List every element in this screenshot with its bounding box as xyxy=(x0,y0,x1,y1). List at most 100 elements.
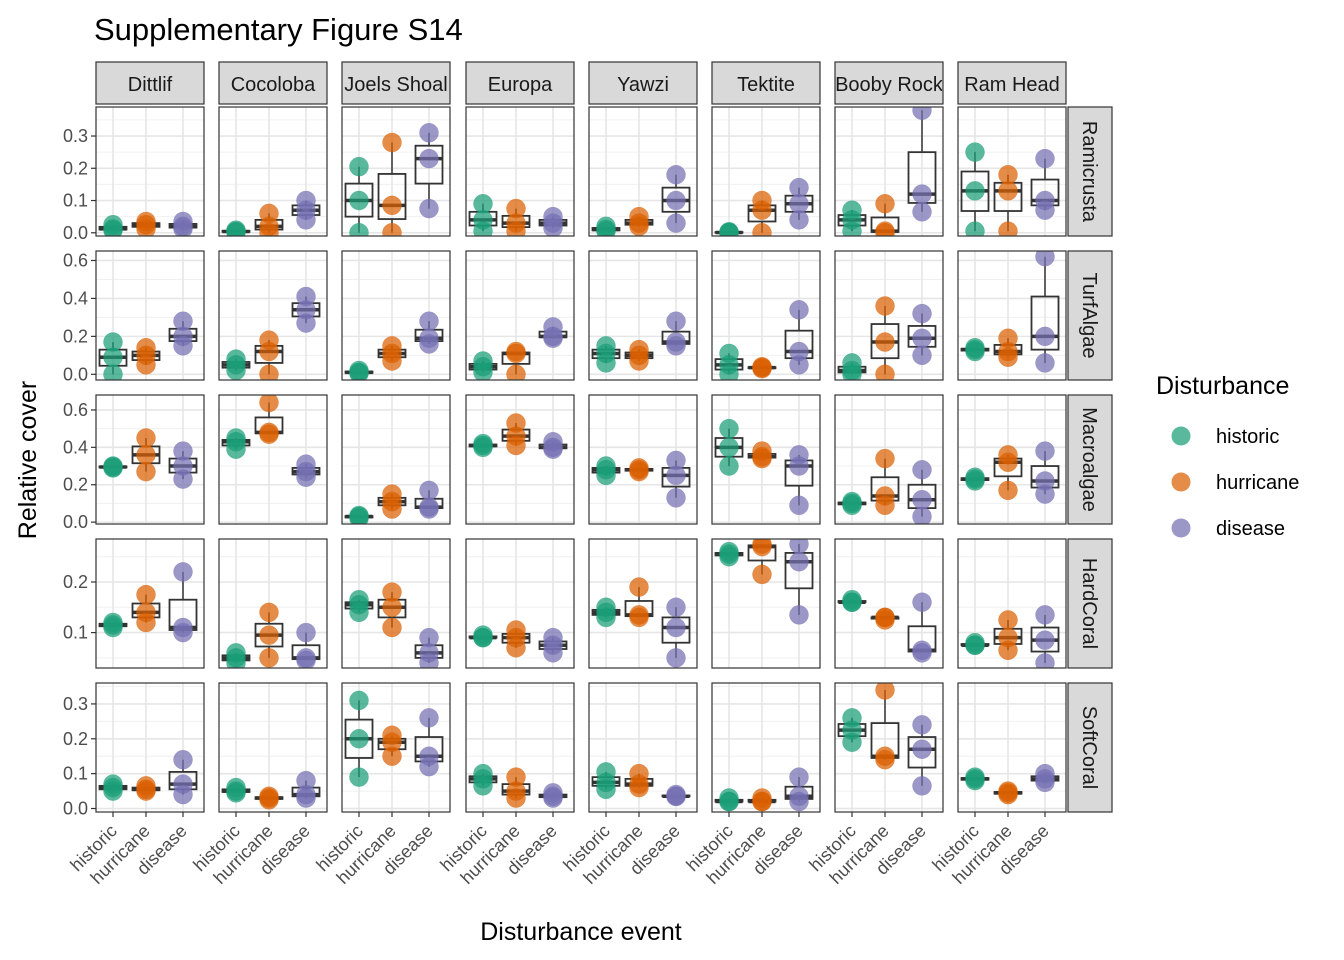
facet-strip-softcoral: SoftCoral xyxy=(1067,682,1113,813)
facet-strip-booby-rock: Booby Rock xyxy=(834,61,944,105)
data-point-disease xyxy=(666,336,686,356)
data-point-disease xyxy=(912,643,932,663)
data-point-historic xyxy=(103,781,123,801)
data-point-hurricane xyxy=(382,617,402,638)
data-point-disease xyxy=(419,653,439,668)
data-point-historic xyxy=(965,142,985,162)
data-point-historic xyxy=(103,364,123,380)
data-point-historic xyxy=(719,418,739,439)
facet-strip-dittlif: Dittlif xyxy=(95,61,205,105)
strip-label: Dittlif xyxy=(128,74,173,96)
data-point-disease xyxy=(1035,653,1055,668)
data-point-disease xyxy=(912,506,932,524)
panel-border xyxy=(218,106,328,237)
panel-hardcoral-dittlif xyxy=(96,539,204,668)
data-point-disease xyxy=(419,499,439,519)
panel-border xyxy=(465,106,575,237)
data-point-disease xyxy=(912,345,932,366)
panel-softcoral-yawzi xyxy=(589,683,697,812)
data-point-historic xyxy=(842,592,862,612)
panel-border xyxy=(711,538,821,669)
data-point-historic xyxy=(965,471,985,491)
data-point-historic xyxy=(965,181,985,201)
strip-label: Cocoloba xyxy=(231,74,316,96)
data-point-disease xyxy=(543,788,563,808)
data-point-hurricane xyxy=(998,610,1018,630)
data-point-hurricane xyxy=(752,564,772,585)
panel-border xyxy=(341,682,451,813)
strip-label: Yawzi xyxy=(617,74,669,96)
data-point-historic xyxy=(349,363,369,380)
panel-border xyxy=(588,538,698,669)
y-tick-label: 0.2 xyxy=(63,158,88,178)
panel-border xyxy=(711,394,821,525)
y-tick-label: 0.2 xyxy=(63,475,88,495)
panel-softcoral-ram-head xyxy=(958,683,1066,812)
y-tick-label: 0.1 xyxy=(63,623,88,643)
data-point-historic xyxy=(349,508,369,524)
data-point-historic xyxy=(349,690,369,711)
data-point-hurricane xyxy=(875,683,895,700)
data-point-hurricane xyxy=(382,195,402,216)
data-point-disease xyxy=(1035,251,1055,267)
data-point-disease xyxy=(543,328,563,349)
data-point-disease xyxy=(789,456,809,476)
data-point-historic xyxy=(103,458,123,478)
data-point-disease xyxy=(419,708,439,728)
data-point-disease xyxy=(912,592,932,612)
data-point-disease xyxy=(173,219,193,236)
data-point-historic xyxy=(103,617,123,638)
data-point-hurricane xyxy=(259,341,279,362)
panel-border xyxy=(95,682,205,813)
data-point-historic xyxy=(226,783,246,803)
y-tick-label: 0.0 xyxy=(63,512,88,532)
legend-label: hurricane xyxy=(1216,472,1299,494)
data-point-hurricane xyxy=(875,296,895,316)
data-point-historic xyxy=(226,439,246,459)
data-point-disease xyxy=(173,622,193,643)
facet-strip-ram-head: Ram Head xyxy=(957,61,1067,105)
data-point-hurricane xyxy=(998,347,1018,367)
panel-border xyxy=(218,682,328,813)
data-point-hurricane xyxy=(136,219,156,236)
data-point-hurricane xyxy=(259,790,279,810)
data-point-historic xyxy=(719,456,739,476)
data-point-disease xyxy=(912,303,932,324)
data-point-disease xyxy=(789,300,809,320)
data-point-hurricane xyxy=(629,216,649,236)
panel-border xyxy=(711,682,821,813)
data-point-disease xyxy=(666,213,686,233)
y-tick-label: 0.2 xyxy=(63,326,88,346)
panel-border xyxy=(218,250,328,381)
panel-ramicrusta-booby-rock xyxy=(835,107,943,236)
data-point-disease xyxy=(419,480,439,501)
legend-label: disease xyxy=(1216,518,1285,540)
strip-label: SoftCoral xyxy=(1078,706,1100,789)
data-point-disease xyxy=(789,495,809,516)
data-point-disease xyxy=(419,334,439,354)
strip-label: Booby Rock xyxy=(835,74,944,96)
panel-ramicrusta-ram-head xyxy=(958,107,1066,236)
data-point-disease xyxy=(912,460,932,480)
panel-border xyxy=(341,250,451,381)
panel-ramicrusta-tektite xyxy=(712,107,820,236)
panel-border xyxy=(341,538,451,669)
box-iqr xyxy=(414,144,444,185)
panel-turfalgae-europa xyxy=(466,251,574,380)
facet-strip-europa: Europa xyxy=(465,61,575,105)
data-point-disease xyxy=(173,749,193,770)
panel-ramicrusta-dittlif xyxy=(96,107,204,236)
data-point-historic xyxy=(719,364,739,380)
panel-hardcoral-cocoloba xyxy=(219,539,327,668)
data-point-hurricane xyxy=(382,132,402,153)
data-point-historic xyxy=(842,495,862,516)
panel-macroalgae-europa xyxy=(466,395,574,524)
data-point-historic xyxy=(842,221,862,236)
panel-border xyxy=(957,682,1067,813)
data-point-disease xyxy=(419,123,439,143)
legend-title: Disturbance xyxy=(1156,372,1289,400)
data-point-historic xyxy=(965,221,985,236)
panel-turfalgae-ram-head xyxy=(958,251,1066,380)
y-tick-label: 0.0 xyxy=(63,364,88,384)
